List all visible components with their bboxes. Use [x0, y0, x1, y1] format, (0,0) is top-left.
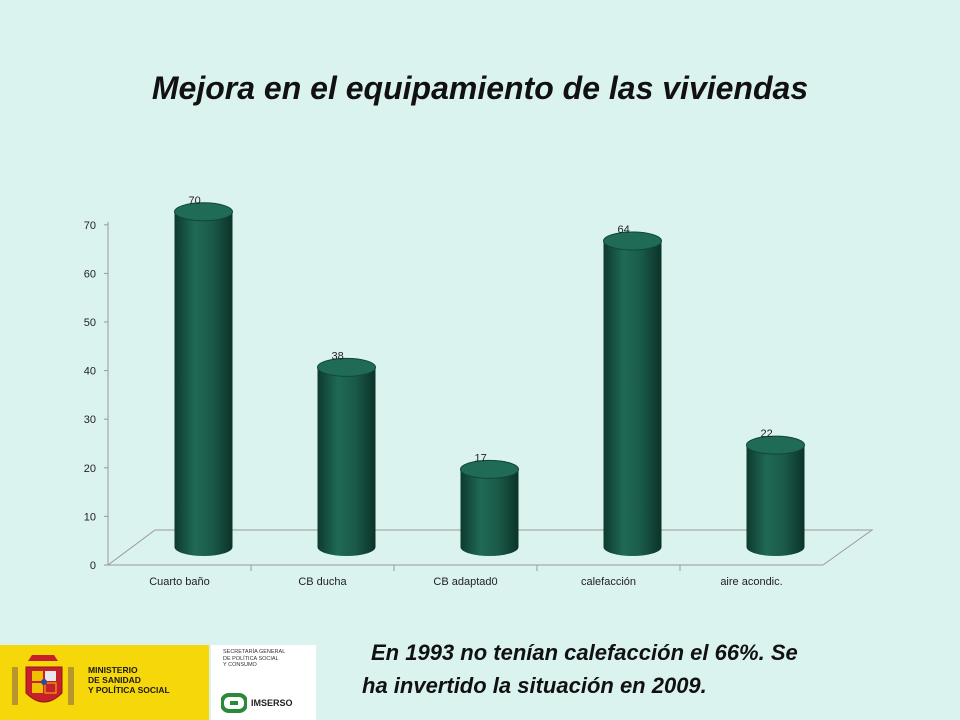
bar [460, 459, 519, 556]
bar-top [746, 435, 805, 455]
x-axis: Cuarto baño CB ducha CB adaptad0 calefacció… [108, 564, 823, 588]
y-tick-label: 30 [84, 414, 96, 426]
secretaria-name: SECRETARÍA GENERAL DE POLÍTICA SOCIAL Y … [223, 649, 286, 668]
bar-body [603, 240, 662, 556]
y-tick-label: 0 [90, 560, 96, 572]
y-axis: 0 10 20 30 40 50 60 70 [84, 220, 109, 572]
bars-group [174, 202, 805, 557]
y-tick-label: 40 [84, 366, 96, 378]
bar-body [746, 445, 805, 556]
data-label: 17 [475, 452, 487, 464]
bar-top [317, 357, 376, 377]
y-tick-label: 20 [84, 463, 96, 475]
secretaria-logo: SECRETARÍA GENERAL DE POLÍTICA SOCIAL Y … [211, 645, 316, 720]
x-tick-label: CB ducha [298, 576, 347, 588]
x-tick-label: CB adaptad0 [433, 576, 497, 588]
y-tick-label: 70 [84, 220, 96, 232]
y-tick-label: 60 [84, 268, 96, 280]
x-tick-label: calefacción [581, 576, 636, 588]
ministry-name: MINISTERIO DE SANIDAD Y POLÍTICA SOCIAL [88, 665, 170, 695]
y-tick-label: 50 [84, 317, 96, 329]
bar [174, 202, 233, 557]
bar-top [603, 231, 662, 251]
x-tick-label: Cuarto baño [149, 576, 210, 588]
coat-of-arms-icon [12, 655, 74, 705]
page-title: Mejora en el equipamiento de las viviend… [151, 70, 809, 106]
bar-top [460, 459, 519, 479]
bar-top [174, 202, 233, 222]
bar [317, 357, 376, 556]
y-tick-label: 10 [84, 511, 96, 523]
caption-line-2: ha invertido la situación en 2009. [362, 673, 707, 698]
caption-text: En 1993 no tenían calefacción el 66%. Se… [362, 636, 922, 702]
footer-logos: MINISTERIO DE SANIDAD Y POLÍTICA SOCIAL … [0, 645, 316, 720]
data-label: 38 [332, 350, 344, 362]
caption-line-1: En 1993 no tenían calefacción el 66%. Se [371, 640, 798, 665]
imserso-icon [221, 693, 247, 713]
data-label: 22 [761, 428, 773, 440]
bar-body [174, 211, 233, 557]
data-labels-group: 70 38 17 64 22 [189, 195, 773, 465]
bar-body [460, 469, 519, 556]
bar [603, 231, 662, 556]
data-label: 70 [189, 195, 201, 207]
ministry-logo: MINISTERIO DE SANIDAD Y POLÍTICA SOCIAL [0, 645, 209, 720]
bar-body [317, 367, 376, 556]
bar [746, 435, 805, 556]
data-label: 64 [618, 224, 630, 236]
imserso-label: IMSERSO [251, 698, 293, 708]
x-tick-label: aire acondic. [720, 576, 782, 588]
